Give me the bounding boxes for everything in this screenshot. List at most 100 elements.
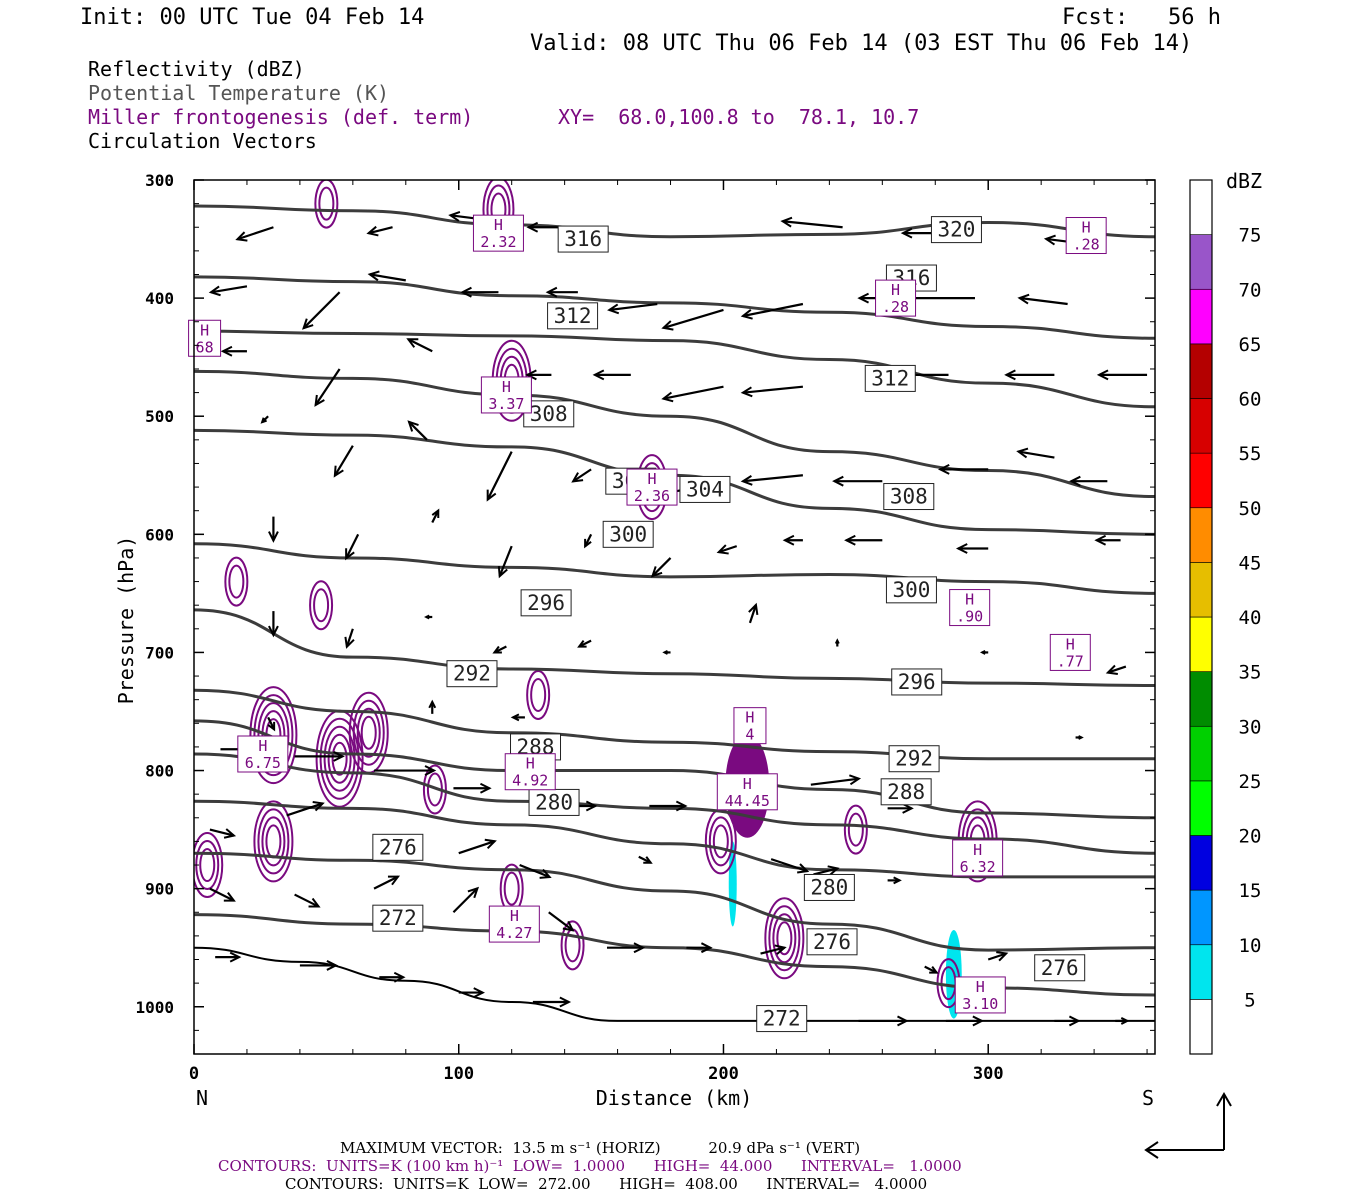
colorbar-label: 45	[1239, 552, 1262, 574]
theta-label-text: 276	[379, 835, 417, 859]
theta-label-text: 276	[1041, 956, 1079, 980]
contour-labels: 3203163163123123083083043043003002962962…	[188, 214, 1107, 1033]
theta-label: 312	[864, 364, 916, 392]
circulation-vector	[577, 639, 592, 648]
fronto-max-value: .77	[1057, 652, 1084, 670]
fronto-max-value: .90	[956, 608, 983, 626]
theta-label: 304	[679, 475, 731, 503]
circulation-vector	[453, 782, 492, 794]
reference-vector-icon	[1144, 1092, 1232, 1159]
theta-label-text: 292	[895, 747, 933, 771]
circulation-vector	[832, 475, 883, 487]
theta-line-296	[194, 608, 1155, 688]
circulation-vector	[406, 338, 433, 353]
circulation-vector	[740, 385, 804, 398]
circulation-vector	[267, 716, 276, 732]
colorbar-swatch	[1189, 234, 1213, 290]
colorbar-label: 50	[1239, 498, 1262, 520]
circulation-vector	[810, 774, 862, 786]
colorbar-swatch	[1189, 343, 1213, 399]
colorbar-swatch	[1189, 780, 1213, 836]
x-axis-title: Distance (km)	[596, 1086, 753, 1110]
fronto-max-box	[626, 468, 678, 506]
fronto-max-h: H	[510, 907, 519, 925]
y-tick-label: 900	[145, 880, 174, 899]
circulation-vector	[367, 270, 406, 282]
theta-label-box	[883, 483, 935, 511]
theta-line-300	[194, 542, 1155, 595]
circulation-vector	[638, 855, 653, 864]
fronto-contour	[318, 186, 335, 221]
circulation-vector	[844, 534, 883, 546]
theta-label-box	[557, 225, 609, 253]
theta-label: 312	[547, 302, 599, 330]
circulation-vector	[1016, 447, 1055, 459]
circulation-vector	[302, 291, 341, 330]
circulation-vector	[740, 474, 804, 486]
theta-label-box	[372, 833, 424, 861]
x-tick-label: 0	[189, 1064, 199, 1084]
fronto-max-h: H	[891, 281, 900, 299]
colorbar-label: 60	[1239, 389, 1262, 411]
fronto-max-box	[949, 589, 991, 627]
circulation-vector	[760, 944, 787, 955]
theta-label-text: 296	[898, 670, 936, 694]
colorbar-frame	[1189, 179, 1213, 1055]
theta-label-box	[888, 745, 940, 773]
y-tick-label: 700	[145, 643, 174, 662]
theta-label: 300	[885, 576, 937, 604]
theta-label-box	[520, 589, 572, 617]
fronto-max-label: H.77	[1049, 633, 1091, 671]
circulation-vector	[945, 1015, 985, 1027]
theta-label-text: 272	[763, 1007, 801, 1031]
theta-label: 308	[883, 483, 935, 511]
fronto-contour	[199, 848, 216, 883]
fronto-max-h: H	[743, 775, 752, 793]
circulation-vector	[662, 650, 671, 655]
circulation-vector	[374, 765, 437, 776]
colorbar-label: 35	[1239, 662, 1262, 684]
fronto-max-label: H4.92	[504, 753, 556, 791]
theta-label-text: 308	[530, 402, 568, 426]
colorbar-swatch	[1189, 889, 1213, 946]
theta-label: 276	[1034, 954, 1086, 982]
circulation-vector	[373, 875, 401, 890]
fronto-contour	[768, 905, 801, 972]
x-end-label-right: S	[1142, 1086, 1154, 1110]
theta-label-box	[891, 668, 943, 696]
theta-label-text: 296	[527, 591, 565, 615]
fronto-contour	[708, 816, 733, 867]
theta-label: 320	[930, 216, 982, 244]
fronto-max-box	[237, 735, 289, 773]
axes: 300 400 500 600 700 800 900 1000 0 100 200 300	[135, 171, 1155, 1084]
fronto-max-h: H	[745, 709, 754, 727]
theta-label: 316	[557, 225, 609, 253]
legend-circulation-vectors: Circulation Vectors	[88, 129, 317, 153]
fronto-max-box	[1049, 633, 1091, 671]
fronto-max-h: H	[1082, 219, 1091, 237]
circulation-vector	[532, 996, 572, 1008]
fronto-max-label: H4.27	[488, 905, 540, 943]
circulation-vector	[887, 876, 902, 885]
circulation-vector	[294, 750, 345, 762]
circulation-vector	[661, 385, 724, 403]
circulation-vector	[314, 368, 341, 407]
theta-line-316	[194, 275, 1155, 340]
fronto-contour	[348, 691, 389, 774]
fronto-max-h: H	[965, 591, 974, 609]
colorbar-swatch	[1189, 452, 1213, 509]
circulation-vector	[545, 286, 578, 298]
fronto-contour	[843, 804, 868, 855]
fronto-max-value: .28	[1073, 236, 1100, 254]
colorbar-swatch	[1189, 671, 1213, 727]
theta-label-box	[864, 364, 916, 392]
theta-label-text: 300	[892, 578, 930, 602]
circulation-vector	[887, 802, 914, 814]
fronto-max-box	[733, 707, 767, 745]
fronto-max-value: .28	[882, 298, 909, 316]
circulation-vector	[268, 516, 279, 543]
fronto-max-value: 4.92	[512, 772, 548, 790]
theta-label-text: 292	[453, 662, 491, 686]
fronto-contour	[228, 564, 245, 599]
theta-label-text: 276	[813, 930, 851, 954]
